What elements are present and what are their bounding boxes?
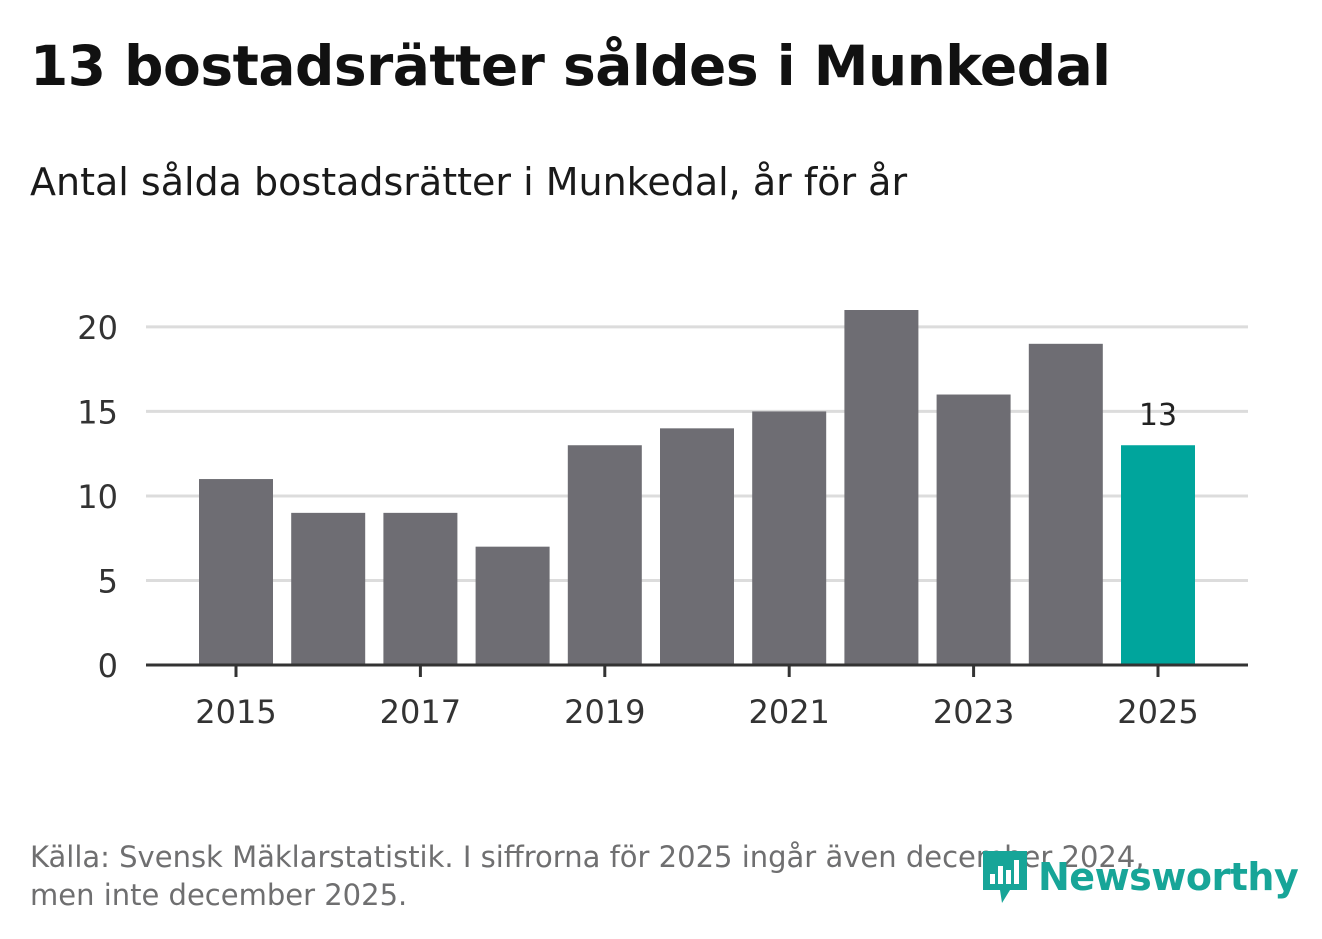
bars [199, 310, 1195, 665]
highlight-value-label: 13 [1139, 398, 1177, 433]
x-tick-label: 2025 [1117, 693, 1198, 731]
chart-subtitle: Antal sålda bostadsrätter i Munkedal, år… [30, 160, 908, 204]
newsworthy-logo: Newsworthy [980, 848, 1299, 906]
y-tick-label: 10 [77, 478, 118, 516]
bar-2016 [291, 512, 366, 665]
bar-2018 [475, 546, 550, 665]
x-tick-label: 2021 [748, 693, 829, 731]
x-tick-label: 2019 [564, 693, 645, 731]
bar-2021 [752, 411, 827, 665]
source-note: Källa: Svensk Mäklarstatistik. I siffror… [30, 838, 1230, 914]
y-tick-label: 15 [77, 393, 118, 431]
bar-2025 [1121, 445, 1195, 665]
axes [146, 663, 1248, 677]
logo-text: Newsworthy [1038, 855, 1299, 899]
x-tick-label: 2023 [933, 693, 1014, 731]
y-tick-label: 20 [77, 309, 118, 347]
source-line-1: Källa: Svensk Mäklarstatistik. I siffror… [30, 840, 1145, 874]
bar-2020 [660, 428, 734, 665]
bar-2015 [199, 479, 273, 665]
bar-2024 [1028, 343, 1103, 665]
bar-2019 [567, 445, 642, 665]
bar-2023 [936, 394, 1011, 665]
bar-2022 [844, 310, 919, 665]
source-line-2: men inte december 2025. [30, 878, 408, 912]
y-tick-label: 0 [98, 647, 118, 685]
bar-2017 [383, 512, 458, 665]
x-tick-label: 2017 [380, 693, 461, 731]
bar-chart-speech-bubble-icon [983, 851, 1027, 903]
chart-title: 13 bostadsrätter såldes i Munkedal [30, 34, 1111, 98]
y-tick-label: 5 [98, 562, 118, 600]
x-tick-label: 2015 [195, 693, 276, 731]
